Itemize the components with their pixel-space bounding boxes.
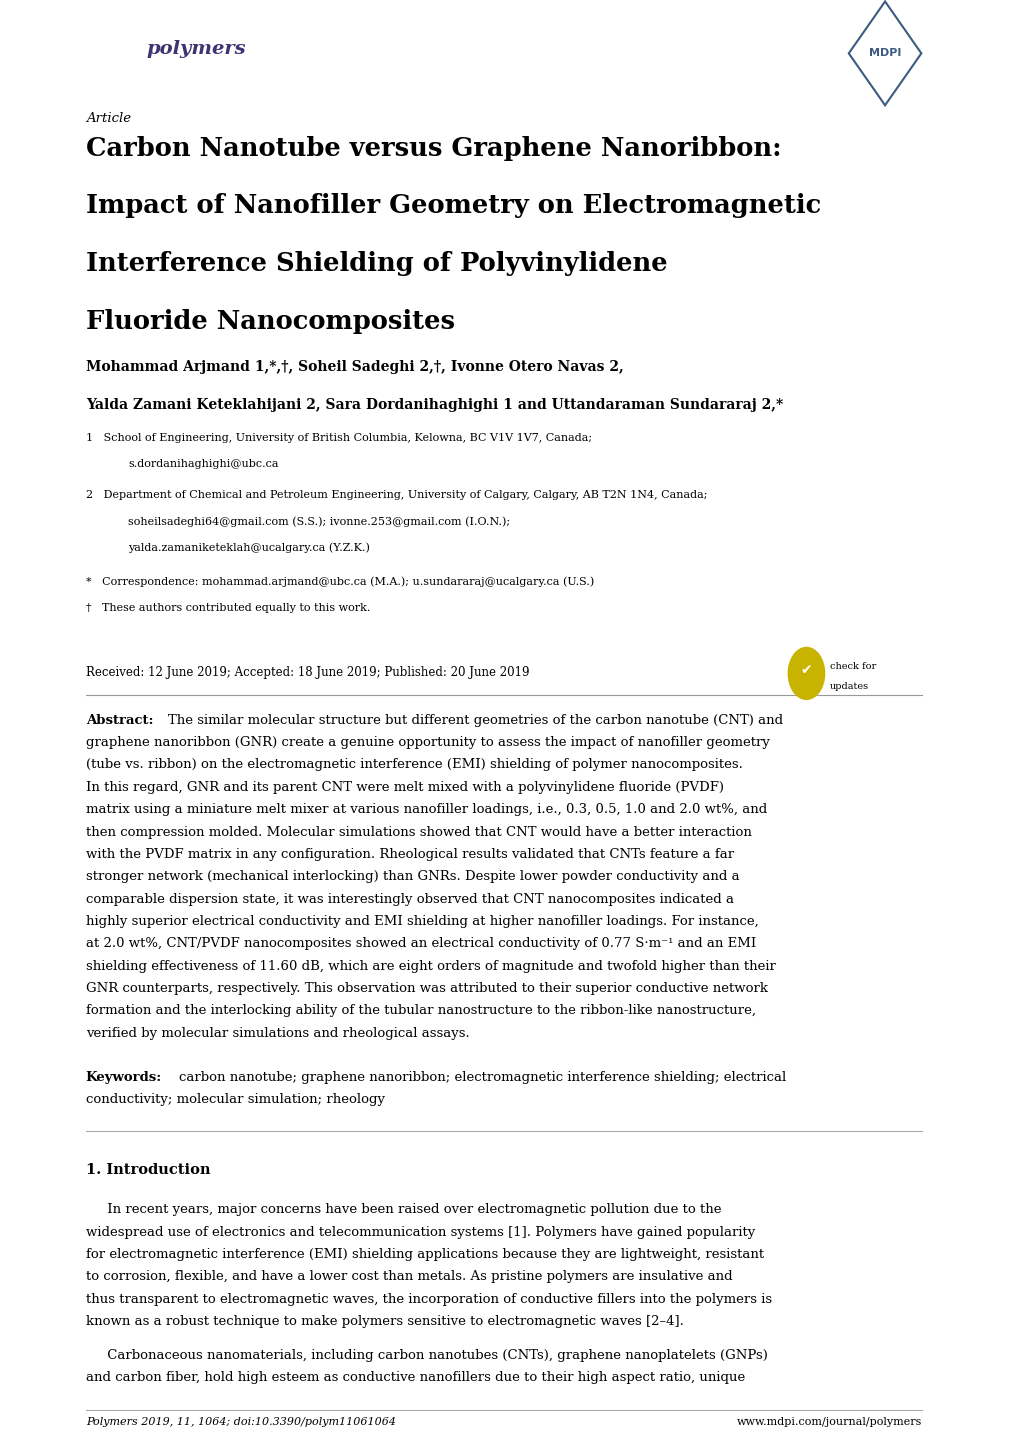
- Text: Mohammad Arjmand 1,*,†, Soheil Sadeghi 2,†, Ivonne Otero Navas 2,: Mohammad Arjmand 1,*,†, Soheil Sadeghi 2…: [86, 360, 623, 375]
- Text: comparable dispersion state, it was interestingly observed that CNT nanocomposit: comparable dispersion state, it was inte…: [86, 893, 733, 906]
- Text: 1   School of Engineering, University of British Columbia, Kelowna, BC V1V 1V7, : 1 School of Engineering, University of B…: [86, 433, 591, 443]
- Text: highly superior electrical conductivity and EMI shielding at higher nanofiller l: highly superior electrical conductivity …: [86, 914, 758, 929]
- Text: formation and the interlocking ability of the tubular nanostructure to the ribbo: formation and the interlocking ability o…: [86, 1004, 755, 1018]
- Circle shape: [788, 647, 823, 699]
- Text: then compression molded. Molecular simulations showed that CNT would have a bett: then compression molded. Molecular simul…: [86, 825, 751, 839]
- Text: with the PVDF matrix in any configuration. Rheological results validated that CN: with the PVDF matrix in any configuratio…: [86, 848, 733, 861]
- Text: Fluoride Nanocomposites: Fluoride Nanocomposites: [86, 309, 454, 333]
- Text: www.mdpi.com/journal/polymers: www.mdpi.com/journal/polymers: [737, 1417, 921, 1428]
- Text: Interference Shielding of Polyvinylidene: Interference Shielding of Polyvinylidene: [86, 251, 666, 275]
- Text: *   Correspondence: mohammad.arjmand@ubc.ca (M.A.); u.sundararaj@ucalgary.ca (U.: * Correspondence: mohammad.arjmand@ubc.c…: [86, 577, 593, 587]
- Text: Yalda Zamani Keteklahijani 2, Sara Dordanihaghighi 1 and Uttandaraman Sundararaj: Yalda Zamani Keteklahijani 2, Sara Dorda…: [86, 398, 783, 412]
- Text: Received: 12 June 2019; Accepted: 18 June 2019; Published: 20 June 2019: Received: 12 June 2019; Accepted: 18 Jun…: [86, 666, 529, 679]
- Text: polymers: polymers: [146, 40, 246, 58]
- Text: s.dordanihaghighi@ubc.ca: s.dordanihaghighi@ubc.ca: [128, 459, 278, 469]
- Text: In this regard, GNR and its parent CNT were melt mixed with a polyvinylidene flu: In this regard, GNR and its parent CNT w…: [86, 782, 722, 795]
- Text: check for: check for: [828, 662, 875, 671]
- Text: yalda.zamaniketeklah@ucalgary.ca (Y.Z.K.): yalda.zamaniketeklah@ucalgary.ca (Y.Z.K.…: [128, 542, 370, 552]
- Text: shielding effectiveness of 11.60 dB, which are eight orders of magnitude and two: shielding effectiveness of 11.60 dB, whi…: [86, 960, 774, 973]
- Text: stronger network (mechanical interlocking) than GNRs. Despite lower powder condu: stronger network (mechanical interlockin…: [86, 870, 739, 884]
- Text: verified by molecular simulations and rheological assays.: verified by molecular simulations and rh…: [86, 1027, 469, 1040]
- Text: Carbonaceous nanomaterials, including carbon nanotubes (CNTs), graphene nanoplat: Carbonaceous nanomaterials, including ca…: [86, 1350, 767, 1363]
- Text: conductivity; molecular simulation; rheology: conductivity; molecular simulation; rheo…: [86, 1093, 384, 1106]
- Text: MDPI: MDPI: [868, 49, 901, 58]
- Text: to corrosion, flexible, and have a lower cost than metals. As pristine polymers : to corrosion, flexible, and have a lower…: [86, 1270, 732, 1283]
- Text: soheilsadeghi64@gmail.com (S.S.); ivonne.253@gmail.com (I.O.N.);: soheilsadeghi64@gmail.com (S.S.); ivonne…: [128, 516, 510, 526]
- Text: known as a robust technique to make polymers sensitive to electromagnetic waves : known as a robust technique to make poly…: [86, 1315, 683, 1328]
- Text: †   These authors contributed equally to this work.: † These authors contributed equally to t…: [86, 603, 370, 613]
- Text: for electromagnetic interference (EMI) shielding applications because they are l: for electromagnetic interference (EMI) s…: [86, 1247, 763, 1262]
- Text: The similar molecular structure but different geometries of the carbon nanotube : The similar molecular structure but diff…: [168, 714, 783, 727]
- Text: updates: updates: [828, 682, 868, 691]
- Text: Abstract:: Abstract:: [86, 714, 153, 727]
- Text: carbon nanotube; graphene nanoribbon; electromagnetic interference shielding; el: carbon nanotube; graphene nanoribbon; el…: [179, 1070, 786, 1084]
- Text: Polymers 2019, 11, 1064; doi:10.3390/polym11061064: Polymers 2019, 11, 1064; doi:10.3390/pol…: [86, 1417, 395, 1428]
- Text: In recent years, major concerns have been raised over electromagnetic pollution : In recent years, major concerns have bee…: [86, 1203, 720, 1217]
- Text: 2   Department of Chemical and Petroleum Engineering, University of Calgary, Cal: 2 Department of Chemical and Petroleum E…: [86, 490, 706, 500]
- Text: Article: Article: [86, 112, 130, 125]
- Text: Carbon Nanotube versus Graphene Nanoribbon:: Carbon Nanotube versus Graphene Nanoribb…: [86, 136, 781, 160]
- Text: GNR counterparts, respectively. This observation was attributed to their superio: GNR counterparts, respectively. This obs…: [86, 982, 767, 995]
- Text: at 2.0 wt%, CNT/PVDF nanocomposites showed an electrical conductivity of 0.77 S·: at 2.0 wt%, CNT/PVDF nanocomposites show…: [86, 937, 755, 950]
- Text: (tube vs. ribbon) on the electromagnetic interference (EMI) shielding of polymer: (tube vs. ribbon) on the electromagnetic…: [86, 758, 742, 771]
- Text: thus transparent to electromagnetic waves, the incorporation of conductive fille: thus transparent to electromagnetic wave…: [86, 1292, 771, 1306]
- Text: ✔: ✔: [800, 663, 811, 678]
- Text: widespread use of electronics and telecommunication systems [1]. Polymers have g: widespread use of electronics and teleco…: [86, 1226, 754, 1239]
- Text: and carbon fiber, hold high esteem as conductive nanofillers due to their high a: and carbon fiber, hold high esteem as co…: [86, 1371, 744, 1384]
- Text: 1. Introduction: 1. Introduction: [86, 1162, 210, 1177]
- Text: Impact of Nanofiller Geometry on Electromagnetic: Impact of Nanofiller Geometry on Electro…: [86, 193, 820, 218]
- Text: Keywords:: Keywords:: [86, 1070, 162, 1084]
- Text: matrix using a miniature melt mixer at various nanofiller loadings, i.e., 0.3, 0: matrix using a miniature melt mixer at v…: [86, 803, 766, 816]
- Text: graphene nanoribbon (GNR) create a genuine opportunity to assess the impact of n: graphene nanoribbon (GNR) create a genui…: [86, 735, 768, 750]
